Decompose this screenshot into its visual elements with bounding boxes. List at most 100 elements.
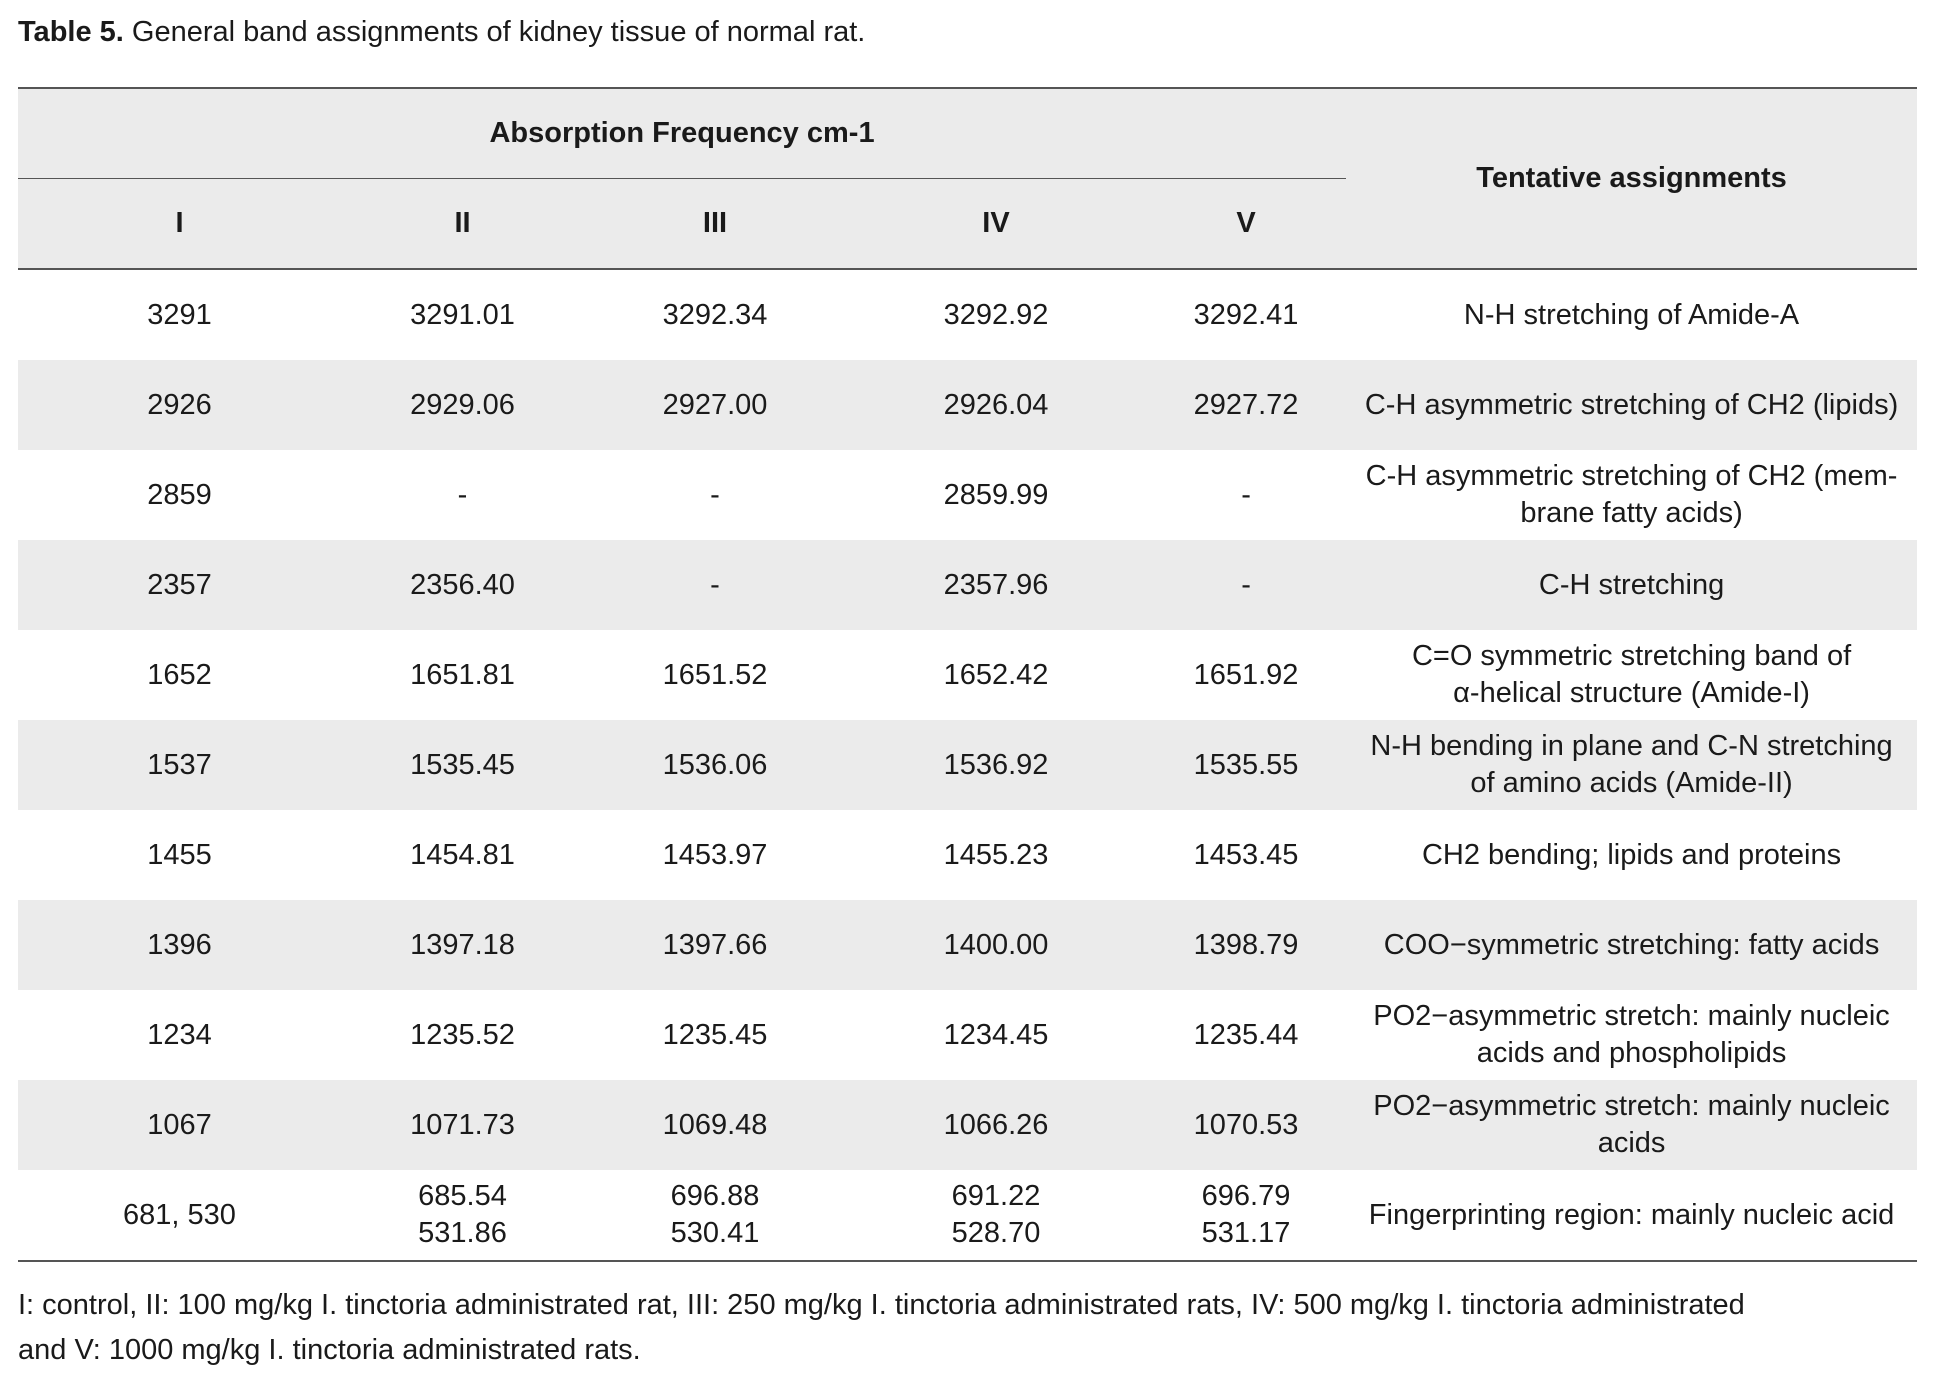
cell-250mg: 1651.52 [584, 630, 846, 720]
cell-control: 3291 [147, 298, 212, 331]
cell-line: 1535.55 [1193, 748, 1299, 781]
cell-line: 1398.79 [1193, 928, 1299, 961]
cell-250mg: 1453.97 [584, 810, 846, 900]
cell-line: 1652.42 [943, 658, 1049, 691]
column-header-v: V [1146, 178, 1347, 270]
cell-assignment: C=O symmetric stretching band of α-helica… [1346, 630, 1917, 720]
table-row: 1455 1454.81 1453.97 1455.23 1453.45 CH2 bend… [18, 810, 1917, 900]
cell-line: C-H stretching [1538, 568, 1725, 601]
cell-500mg: 2926.04 [846, 360, 1146, 450]
cell-100mg: 1535.45 [341, 720, 584, 810]
cell-line: 1455.23 [943, 838, 1049, 871]
cell-100mg: 685.54 531.86 [341, 1170, 584, 1262]
cell-1000mg: - [1146, 540, 1347, 630]
cell-line: 696.79 [1201, 1180, 1291, 1212]
cell-line: - [1241, 568, 1251, 601]
cell-control: 1652 [147, 658, 212, 691]
table-row: 1396 1397.18 1397.66 1400.00 1398.79 COO−symm… [18, 900, 1918, 990]
cell-assignment: PO2−asymmetric stretch: mainly nucleic ac… [1346, 1080, 1918, 1170]
cell-1000mg: 3292.41 [1146, 269, 1346, 360]
cell-100mg: 1071.73 [341, 1080, 584, 1170]
cell-line: Fingerprinting region: mainly nucleic ac… [1368, 1198, 1895, 1231]
band-assignments-table: Absorption Frequency cm-1 Tentative assi… [18, 87, 1918, 1262]
table-body: 3291 3291.01 3292.34 3292.92 3292.41 N-H stre… [18, 269, 1918, 1262]
table-row: 2859 - - 2859.99 - C-H asymmetric stretching … [18, 450, 1917, 540]
cell-100mg: 2356.40 [341, 540, 584, 630]
cell-assignment: C-H stretching [1346, 540, 1918, 630]
cell-500mg: 691.22 528.70 [846, 1170, 1146, 1262]
cell-line: C-H asymmetric stretching of CH2 (lipids… [1364, 388, 1899, 421]
cell-250mg: 3292.34 [584, 269, 846, 360]
cell-250mg: 1397.66 [584, 900, 846, 990]
cell-control: 681, 530 [18, 1170, 341, 1262]
cell-line: 528.70 [951, 1217, 1041, 1249]
cell-line: 1069.48 [662, 1108, 768, 1141]
cell-line: 2356.40 [410, 568, 515, 601]
cell-control: 1396 [18, 900, 341, 990]
cell-line: CH2 bending; lipids and proteins [1421, 838, 1842, 871]
cell-1000mg: 696.79 531.17 [1146, 1170, 1347, 1262]
cell-line: 1397.18 [410, 928, 515, 961]
cell-line: 1536.92 [943, 748, 1049, 781]
cell-250mg: 1536.06 [584, 720, 846, 810]
cell-line: 1535.45 [410, 748, 515, 781]
footnote-line-2: and V: 1000 mg/kg I. tinctoria administr… [18, 1334, 641, 1366]
cell-line: acids and phospholipids [1476, 1037, 1787, 1069]
cell-line: 1651.52 [662, 658, 768, 691]
cell-line: 1454.81 [410, 838, 515, 871]
table-label: Table 5. [18, 16, 124, 48]
cell-250mg: 1235.45 [584, 990, 846, 1080]
cell-control: 2859 [147, 478, 212, 511]
cell-line: 2927.00 [662, 388, 768, 421]
column-header-ii: II [341, 178, 584, 270]
cell-line: of amino acids (Amide-II) [1470, 767, 1793, 799]
cell-line: 1536.06 [662, 748, 768, 781]
cell-500mg: 3292.92 [846, 269, 1146, 360]
header-row-columns: I II III IV V [18, 178, 1917, 270]
cell-100mg: 3291.01 [341, 269, 584, 360]
table-row: 2357 2356.40 - 2357.96 - C-H stretching [18, 540, 1918, 630]
cell-line: 3292.34 [662, 298, 768, 331]
table-caption: Table 5. General band assignments of kid… [18, 12, 865, 52]
table-caption-text: General band assignments of kidney tissu… [123, 16, 866, 48]
cell-line: 1235.52 [410, 1018, 515, 1051]
cell-100mg: 1651.81 [341, 630, 584, 720]
cell-250mg: 1069.48 [584, 1080, 846, 1170]
cell-line: COO−symmetric stretching: fatty acids [1383, 928, 1880, 961]
cell-line: 530.41 [670, 1217, 760, 1249]
cell-1000mg: 2927.72 [1146, 360, 1347, 450]
cell-line: 1651.92 [1193, 658, 1299, 691]
cell-assignment: C-H asymmetric stretching of CH2 (lipids… [1346, 360, 1918, 450]
cell-line: 1071.73 [410, 1108, 515, 1141]
cell-line: 696.88 [670, 1180, 760, 1212]
cell-250mg: 2927.00 [584, 360, 846, 450]
cell-line: - [457, 478, 468, 511]
cell-500mg: 2357.96 [846, 540, 1146, 630]
cell-control: 1234 [147, 1018, 212, 1051]
cell-line: 1235.44 [1193, 1018, 1299, 1051]
cell-line: brane fatty acids) [1520, 497, 1743, 529]
cell-line: 2357.96 [943, 568, 1049, 601]
cell-line: - [1241, 478, 1251, 511]
cell-line: PO2−asymmetric stretch: mainly nucleic [1373, 1000, 1890, 1032]
table-row: 1234 1235.52 1235.45 1234.45 1235.44 PO2−asym… [18, 990, 1917, 1080]
cell-control: 2926 [18, 360, 341, 450]
cell-line: 3292.92 [943, 298, 1049, 331]
table-row: 1652 1651.81 1651.52 1652.42 1651.92 C=O symm… [18, 630, 1917, 720]
table-row: 3291 3291.01 3292.34 3292.92 3292.41 N-H stre… [18, 269, 1917, 360]
cell-500mg: 1066.26 [846, 1080, 1146, 1170]
cell-line: 1453.45 [1193, 838, 1299, 871]
cell-line: 1234.45 [943, 1018, 1049, 1051]
cell-100mg: 1397.18 [341, 900, 584, 990]
cell-line: 691.22 [951, 1180, 1041, 1212]
cell-line: 3292.41 [1193, 298, 1299, 331]
cell-line: 1066.26 [943, 1108, 1049, 1141]
cell-1000mg: 1398.79 [1146, 900, 1347, 990]
cell-line: N-H bending in plane and C-N stretching [1370, 730, 1893, 762]
cell-line: C=O symmetric stretching band of [1411, 640, 1852, 672]
cell-line: 2926.04 [943, 388, 1049, 421]
cell-line: 2859.99 [943, 478, 1049, 511]
cell-500mg: 1455.23 [846, 810, 1146, 900]
cell-250mg: 696.88 530.41 [584, 1170, 846, 1262]
cell-1000mg: - [1146, 450, 1346, 540]
